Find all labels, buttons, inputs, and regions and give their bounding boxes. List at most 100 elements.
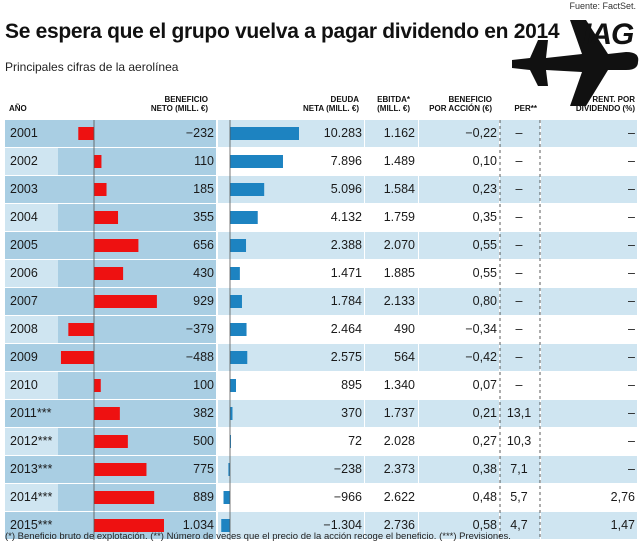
- cell-background: [218, 428, 364, 455]
- cell-background: [419, 120, 499, 147]
- cell-background: [419, 400, 499, 427]
- cell-background: [541, 372, 637, 399]
- cell-background: [5, 428, 58, 455]
- per-cell: –: [515, 154, 523, 168]
- cell-background: [419, 148, 499, 175]
- deuda-neta-cell: 895: [341, 378, 362, 392]
- table-row: 2012*** 500 72 2.028 0,27 10,3 –: [5, 428, 637, 456]
- cell-background: [5, 512, 58, 539]
- beneficio-bar: [78, 127, 94, 140]
- cell-background: [541, 400, 637, 427]
- deuda-bar: [230, 267, 240, 280]
- cell-background: [218, 456, 364, 483]
- cell-background: [500, 372, 540, 399]
- year-cell: 2006: [10, 266, 38, 280]
- source-note: Fuente: FactSet.: [569, 1, 636, 11]
- cell-background: [5, 204, 58, 231]
- beneficio-bar: [94, 435, 128, 448]
- year-cell: 2009: [10, 350, 38, 364]
- beneficio-neto-cell: 382: [193, 406, 214, 420]
- iag-logo: IAG: [583, 18, 634, 51]
- rent-dividendo-cell: –: [628, 322, 635, 336]
- rent-dividendo-cell: –: [628, 210, 635, 224]
- cell-background: [541, 204, 637, 231]
- deuda-neta-cell: −966: [333, 490, 362, 504]
- ebitda-cell: 2.070: [383, 238, 415, 252]
- beneficio-por-accion-cell: 0,38: [472, 462, 497, 476]
- cell-background: [541, 484, 637, 511]
- per-cell: –: [515, 126, 523, 140]
- cell-background: [218, 288, 364, 315]
- cell-background: [500, 148, 540, 175]
- per-cell: 10,3: [506, 434, 532, 448]
- ebitda-cell: 1.737: [383, 406, 415, 420]
- table-row: 2011*** 382 370 1.737 0,21 13,1 –: [5, 400, 637, 428]
- cell-background: [365, 428, 418, 455]
- deuda-neta-cell: 5.096: [330, 182, 362, 196]
- deuda-bar: [230, 239, 247, 252]
- table-row: 2014*** 889 −966 2.622 0,48 5,7 2,76: [5, 484, 637, 512]
- cell-background: [58, 400, 216, 427]
- deuda-bar: [230, 379, 237, 392]
- deuda-neta-cell: 2.388: [330, 238, 362, 252]
- beneficio-neto-cell: 100: [193, 378, 214, 392]
- year-cell: 2003: [10, 182, 38, 196]
- rent-dividendo-cell: –: [628, 266, 635, 280]
- year-cell: 2007: [10, 294, 38, 308]
- year-cell: 2008: [10, 322, 38, 336]
- cell-background: [218, 484, 364, 511]
- beneficio-por-accion-cell: −0,34: [465, 322, 497, 336]
- table-row: 2002 110 7.896 1.489 0,10 – –: [5, 148, 637, 176]
- deuda-bar: [228, 463, 230, 476]
- beneficio-bar: [94, 463, 147, 476]
- year-cell: 2004: [10, 210, 38, 224]
- beneficio-neto-cell: 889: [193, 490, 214, 504]
- per-cell: –: [515, 294, 523, 308]
- ebitda-cell: 1.489: [383, 154, 415, 168]
- header-beneficio-neto: BENEFICIO NETO (MILL. €): [150, 95, 208, 113]
- year-cell: 2005: [10, 238, 38, 252]
- cell-background: [5, 344, 58, 371]
- per-cell: 7,1: [510, 462, 528, 476]
- cell-background: [365, 288, 418, 315]
- per-cell: 13,1: [506, 406, 532, 420]
- cell-background: [365, 484, 418, 511]
- beneficio-bar: [60, 351, 94, 364]
- cell-background: [500, 484, 540, 511]
- beneficio-por-accion-cell: 0,21: [472, 406, 497, 420]
- ebitda-cell: 1.759: [383, 210, 415, 224]
- cell-background: [419, 288, 499, 315]
- per-cell: 4,7: [510, 518, 528, 532]
- per-cell: –: [515, 210, 523, 224]
- cell-background: [218, 512, 364, 539]
- beneficio-por-accion-cell: −0,22: [465, 126, 497, 140]
- cell-background: [500, 428, 540, 455]
- deuda-neta-cell: −1.304: [323, 518, 362, 532]
- cell-background: [365, 344, 418, 371]
- deuda-neta-cell: 72: [348, 434, 362, 448]
- cell-background: [218, 372, 364, 399]
- beneficio-por-accion-cell: 0,23: [472, 182, 497, 196]
- deuda-bar: [230, 323, 247, 336]
- beneficio-neto-cell: 355: [193, 210, 214, 224]
- deuda-neta-cell: 7.896: [330, 154, 362, 168]
- header-per: PER**: [514, 104, 537, 113]
- beneficio-neto-cell: 500: [193, 434, 214, 448]
- beneficio-neto-cell: 775: [193, 462, 214, 476]
- deuda-bar: [230, 351, 248, 364]
- beneficio-por-accion-cell: 0,80: [472, 294, 497, 308]
- header-deuda-neta: DEUDA NETA (MILL. €): [303, 95, 359, 113]
- cell-background: [500, 400, 540, 427]
- cell-background: [365, 204, 418, 231]
- beneficio-neto-cell: 656: [193, 238, 214, 252]
- beneficio-bar: [68, 323, 94, 336]
- cell-background: [5, 456, 58, 483]
- cell-background: [365, 148, 418, 175]
- cell-background: [500, 120, 540, 147]
- cell-background: [419, 484, 499, 511]
- ebitda-cell: 2.622: [383, 490, 415, 504]
- rent-dividendo-cell: –: [628, 294, 635, 308]
- rent-dividendo-cell: –: [628, 462, 635, 476]
- ebitda-cell: 2.736: [383, 518, 415, 532]
